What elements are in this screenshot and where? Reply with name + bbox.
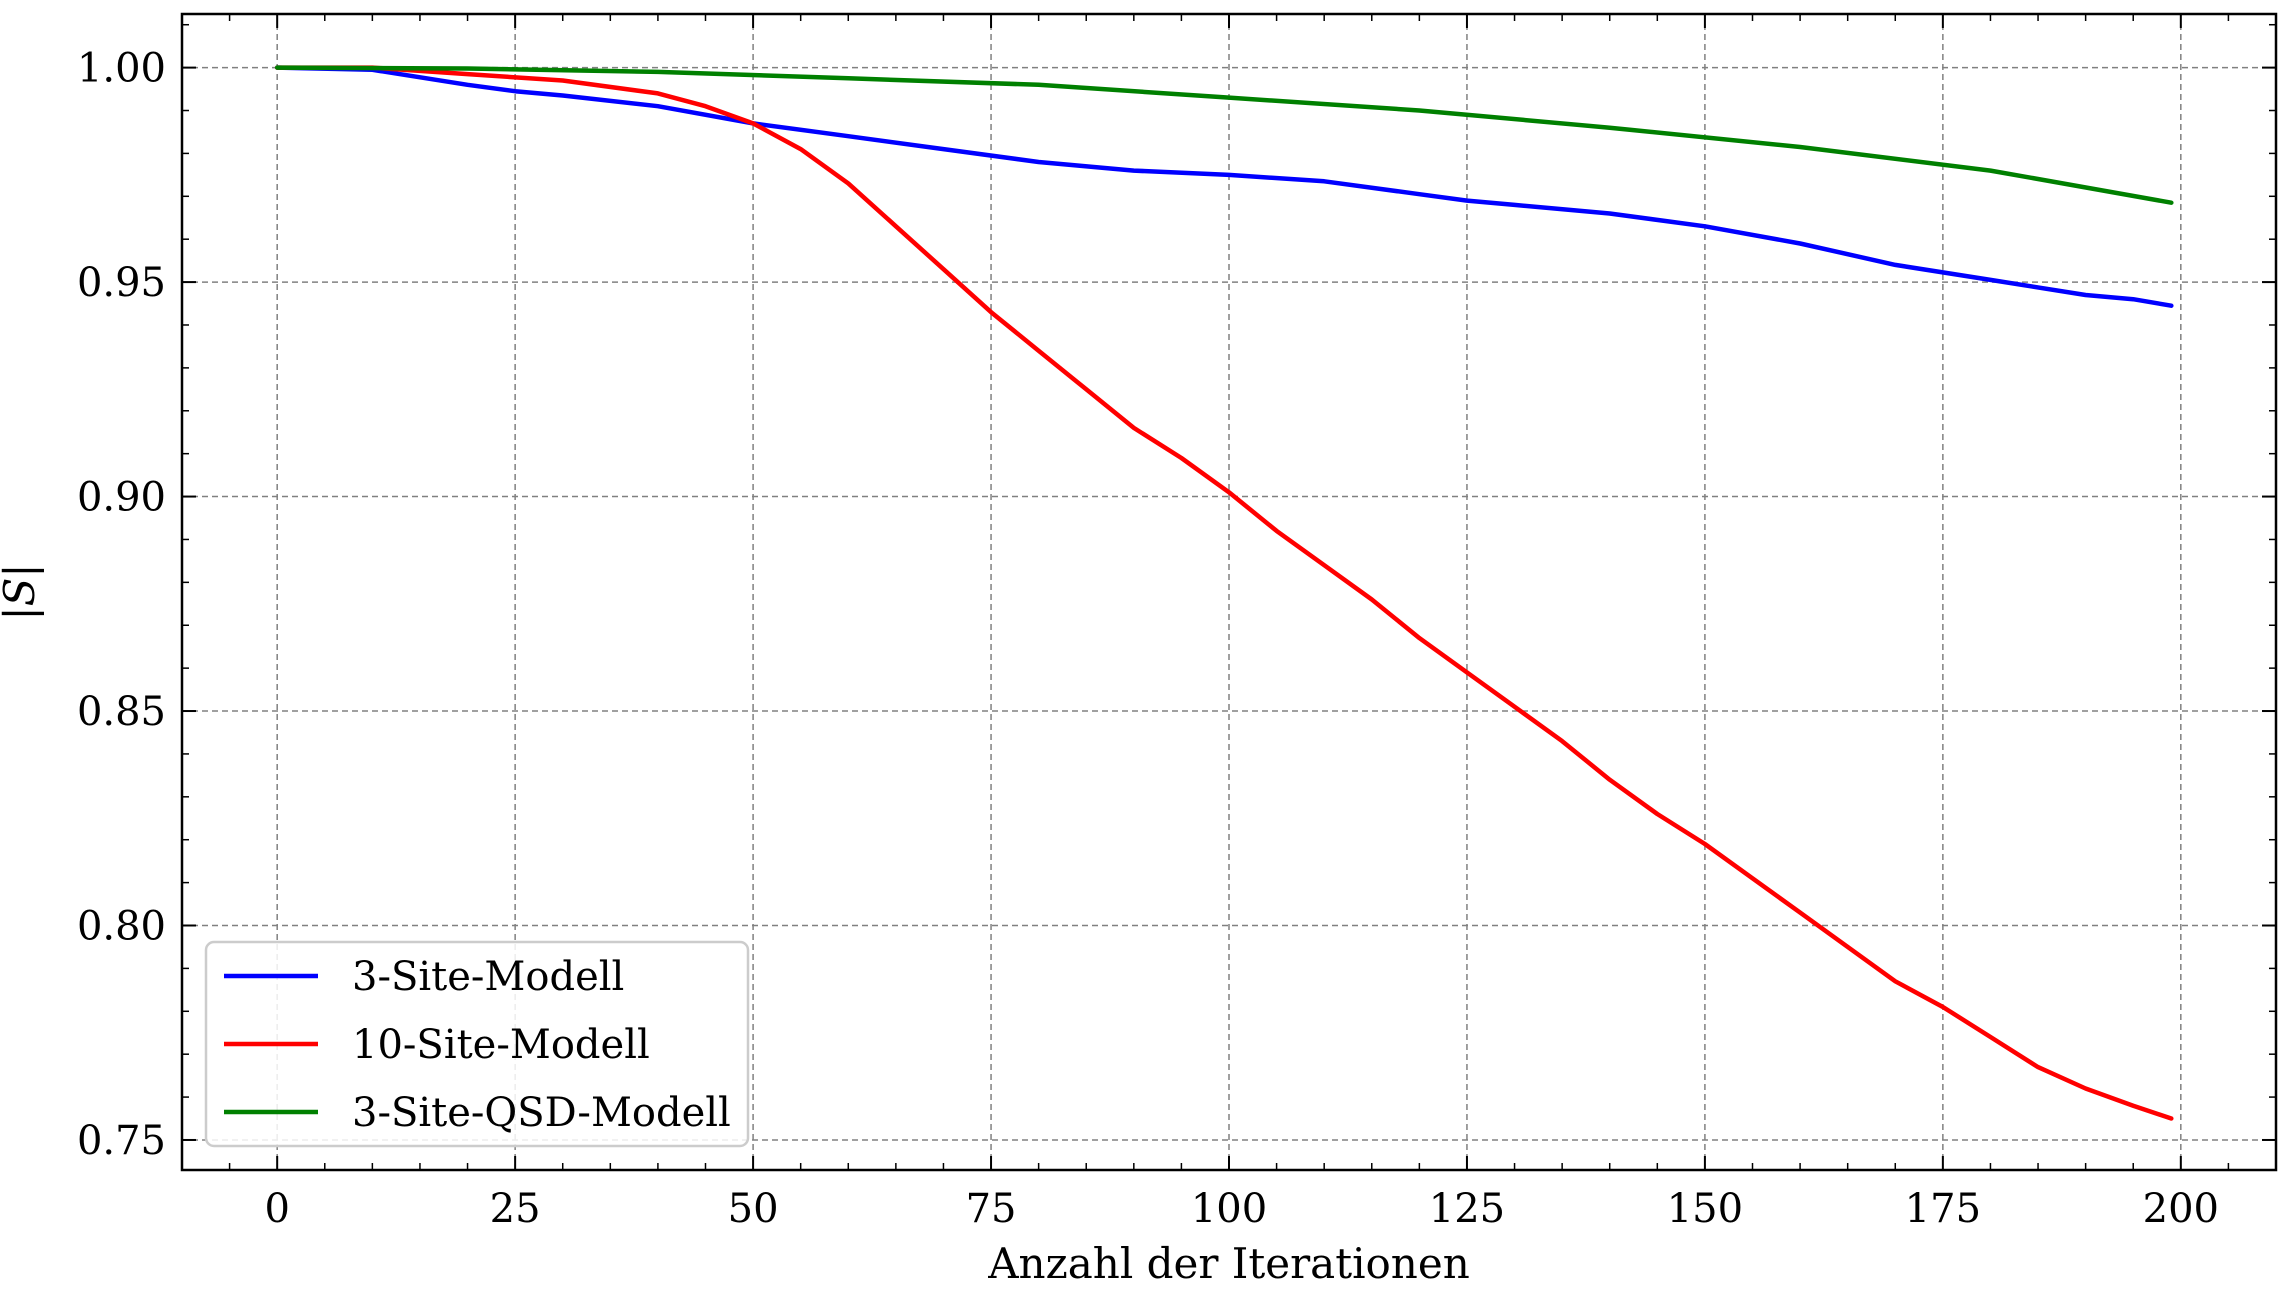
x-tick-label: 50 bbox=[728, 1186, 779, 1232]
x-tick-label: 175 bbox=[1905, 1186, 1981, 1232]
legend-box bbox=[204, 940, 750, 1148]
x-tick-label: 75 bbox=[966, 1186, 1017, 1232]
y-axis-label: |S| bbox=[0, 563, 44, 620]
legend-entry: 10-Site-Modell bbox=[352, 1022, 650, 1068]
y-tick-label: 0.75 bbox=[77, 1118, 166, 1164]
legend-entry: 3-Site-QSD-Modell bbox=[352, 1090, 731, 1136]
series-line bbox=[274, 65, 2174, 205]
legend: 3-Site-Modell 10-Site-Modell 3-Site-QSD-Mo… bbox=[204, 940, 750, 1148]
series-line bbox=[274, 65, 2174, 308]
x-tick-label: 100 bbox=[1191, 1186, 1267, 1232]
y-tick-labels: 0.75 0.80 0.85 0.90 0.95 1.00 bbox=[77, 46, 166, 1164]
y-tick-label: 0.95 bbox=[77, 260, 166, 306]
x-tick-label: 0 bbox=[264, 1186, 289, 1232]
plot-lines bbox=[274, 65, 2174, 1121]
x-axis-label: Anzahl der Iterationen bbox=[987, 1239, 1470, 1288]
y-tick-label: 0.80 bbox=[77, 904, 166, 950]
y-tick-label: 0.85 bbox=[77, 689, 166, 735]
x-tick-label: 125 bbox=[1429, 1186, 1505, 1232]
x-tick-labels: 0 25 50 75 100 125 150 175 200 bbox=[264, 1186, 2219, 1232]
x-tick-label: 25 bbox=[490, 1186, 541, 1232]
x-tick-label: 150 bbox=[1667, 1186, 1743, 1232]
y-tick-label: 1.00 bbox=[77, 46, 166, 92]
legend-entry: 3-Site-Modell bbox=[352, 954, 624, 1000]
axis-ticks bbox=[182, 14, 2277, 1170]
series-line bbox=[274, 65, 2174, 1121]
y-tick-label: 0.90 bbox=[77, 475, 166, 521]
x-tick-label: 200 bbox=[2143, 1186, 2219, 1232]
